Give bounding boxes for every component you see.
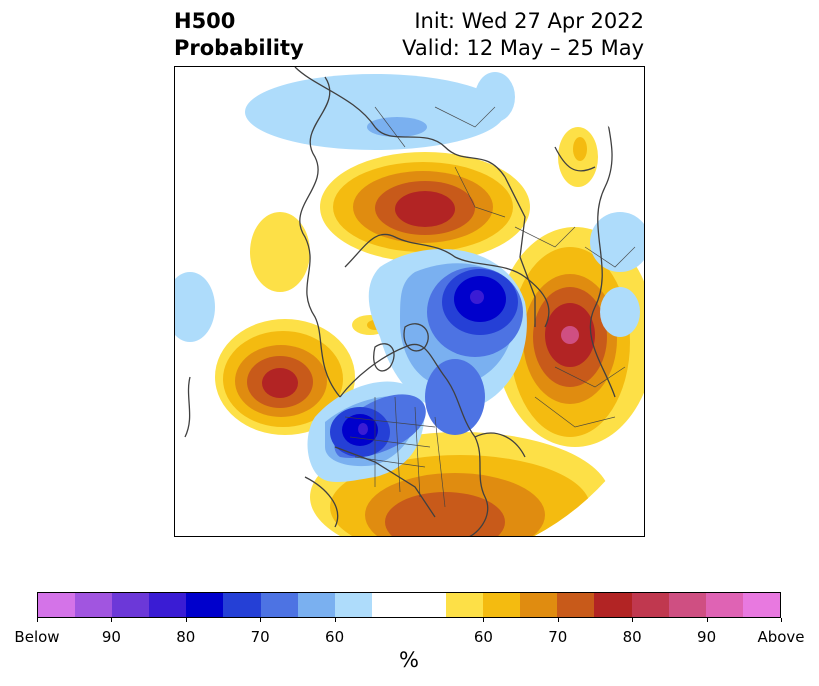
anomaly-arctic: [368, 249, 527, 412]
colorbar-tick-mark: [185, 618, 187, 622]
anomaly-pacific: [215, 319, 355, 435]
colorbar-swatch: [112, 593, 150, 617]
colorbar-swatch: [594, 593, 632, 617]
colorbar-swatch: [446, 593, 484, 617]
colorbar-tick-label: 60: [473, 628, 493, 646]
colorbar-tick-mark: [706, 618, 708, 622]
anomaly-siberia: [320, 152, 530, 262]
colorbar-tick-label: 60: [325, 628, 345, 646]
colorbar-swatch: [38, 593, 76, 617]
colorbar-tick-label: 80: [176, 628, 196, 646]
anomaly-greenland: [245, 72, 515, 150]
colorbar-swatch: [371, 593, 409, 617]
init-date: Init: Wed 27 Apr 2022: [414, 9, 644, 33]
colorbar-tick-label: 90: [697, 628, 717, 646]
title-line-1: H500: [174, 9, 236, 33]
colorbar-swatch: [223, 593, 261, 617]
coastlines: [184, 67, 616, 536]
colorbar-tick-label: 70: [250, 628, 270, 646]
colorbar-tick-label: Below: [14, 628, 60, 646]
colorbar-tick-label: 80: [622, 628, 642, 646]
probability-map: [174, 66, 645, 537]
colorbar-swatch: [334, 593, 372, 617]
colorbar-swatch: [483, 593, 521, 617]
colorbar-swatch: [742, 593, 780, 617]
colorbar-tick-label: 90: [101, 628, 121, 646]
colorbar-tick-mark: [111, 618, 113, 622]
colorbar-swatch: [668, 593, 706, 617]
colorbar-tick-mark: [483, 618, 485, 622]
colorbar-tick-label: Above: [757, 628, 805, 646]
colorbar-unit: %: [399, 648, 419, 672]
colorbar-tick-mark: [260, 618, 262, 622]
map-canvas: [175, 67, 644, 536]
colorbar-swatch: [557, 593, 595, 617]
colorbar-swatch: [186, 593, 224, 617]
colorbar-tick-label: 70: [548, 628, 568, 646]
colorbar-swatch: [705, 593, 743, 617]
title-line-2: Probability: [174, 36, 304, 60]
map-subtitle: Init: Wed 27 Apr 2022 Valid: 12 May – 25…: [402, 8, 644, 62]
borders: [344, 106, 636, 508]
colorbar-swatch: [408, 593, 447, 617]
colorbar-tick-mark: [632, 618, 634, 622]
colorbar-swatch: [260, 593, 298, 617]
colorbar-tick-mark: [557, 618, 559, 622]
valid-range: Valid: 12 May – 25 May: [402, 36, 644, 60]
colorbar-swatch: [631, 593, 669, 617]
colorbar-swatch: [149, 593, 187, 617]
colorbar: [37, 592, 781, 618]
colorbar-tick-mark: [37, 618, 38, 622]
anomaly-russia: [495, 227, 644, 447]
colorbar-tick-mark: [781, 618, 782, 622]
colorbar-tick-mark: [334, 618, 336, 622]
colorbar-swatch: [75, 593, 113, 617]
colorbar-swatch: [520, 593, 558, 617]
map-title: H500 Probability: [174, 8, 304, 62]
colorbar-swatch: [297, 593, 335, 617]
